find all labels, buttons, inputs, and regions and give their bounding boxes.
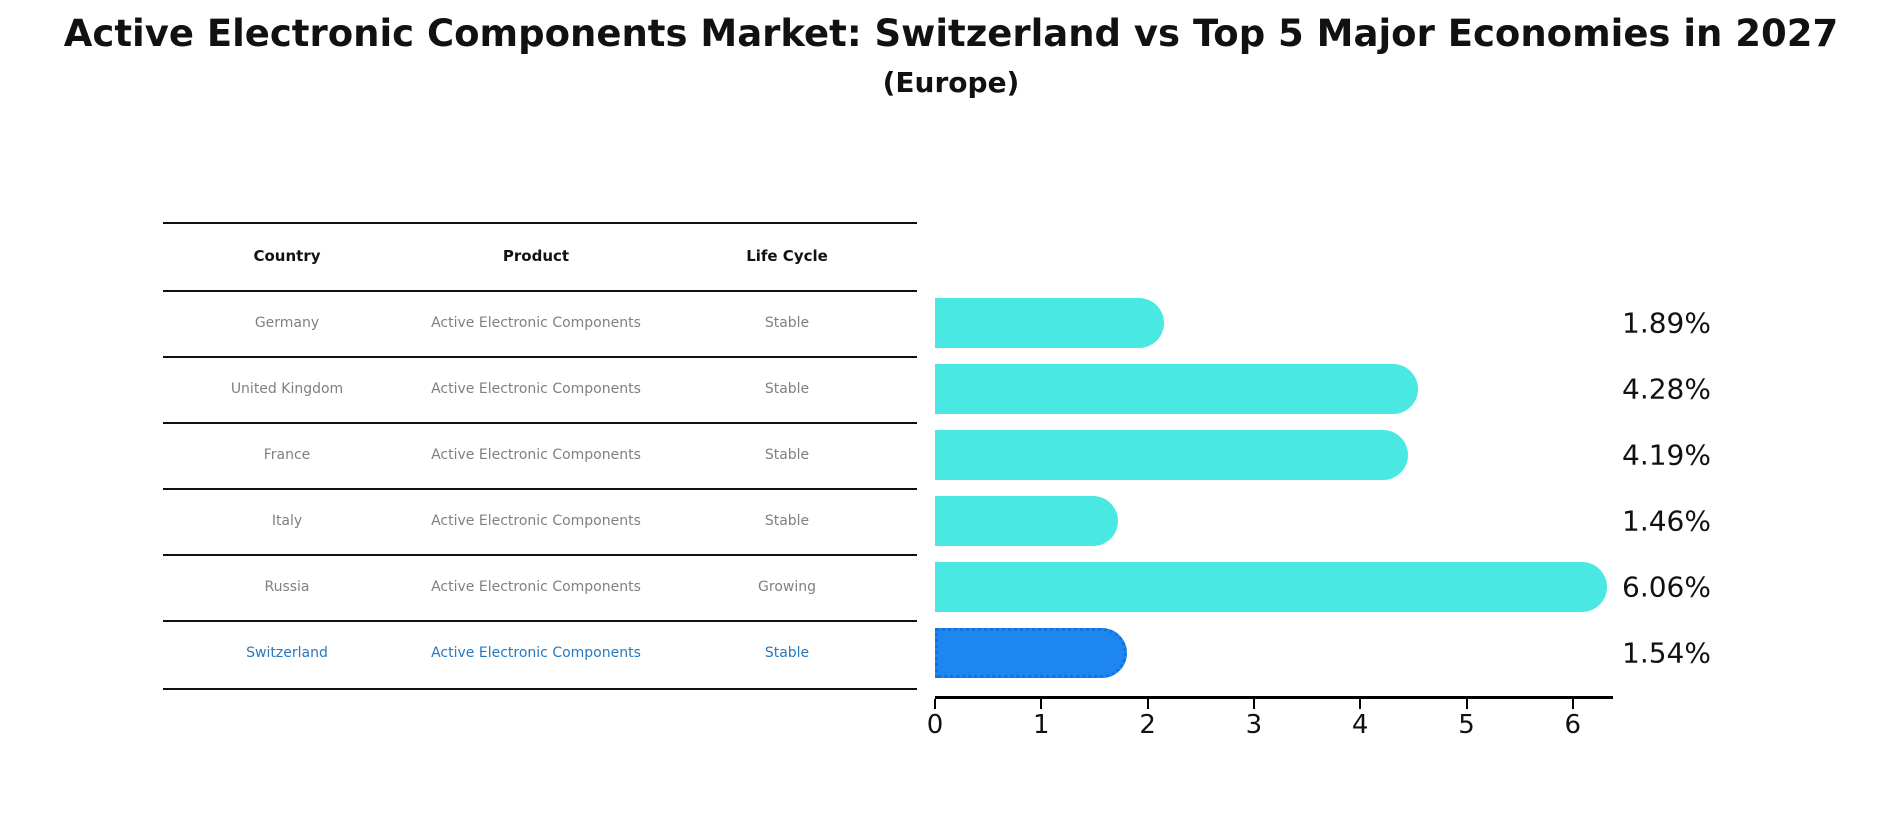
table-cell-life-cycle: Stable <box>764 513 810 529</box>
table-header-cell: Country <box>253 247 321 265</box>
table-cell-country: France <box>263 447 311 463</box>
table-row-separator <box>163 222 917 224</box>
table-row-separator <box>163 554 917 556</box>
table-cell-product: Active Electronic Components <box>431 447 641 463</box>
x-axis-tick <box>1146 699 1149 709</box>
table-row-separator <box>163 356 917 358</box>
x-axis-line <box>935 696 1613 699</box>
chart-subtitle: (Europe) <box>882 66 1020 99</box>
value-label: 1.89% <box>1622 306 1711 340</box>
table-cell-product: Active Electronic Components <box>431 315 641 331</box>
bar-germany <box>935 298 1164 348</box>
table-row-separator <box>163 620 917 622</box>
table-header-cell: Life Cycle <box>746 247 828 265</box>
table-header-cell: Product <box>502 247 570 265</box>
table-row-separator <box>163 488 917 490</box>
table-cell-country: Switzerland <box>246 645 328 661</box>
x-axis-tick-label: 0 <box>926 710 944 740</box>
chart-title: Active Electronic Components Market: Swi… <box>63 12 1839 55</box>
value-label: 4.19% <box>1622 438 1711 472</box>
x-axis-tick <box>1571 699 1574 709</box>
table-cell-life-cycle: Growing <box>758 579 816 595</box>
table-cell-life-cycle: Stable <box>764 447 810 463</box>
x-axis-tick-label: 1 <box>1033 710 1050 740</box>
bar-france <box>935 430 1409 480</box>
value-label: 4.28% <box>1622 372 1711 406</box>
x-axis-tick-label: 6 <box>1564 710 1582 740</box>
table-cell-product: Active Electronic Components <box>431 513 641 529</box>
table-cell-product: Active Electronic Components <box>431 579 641 595</box>
x-axis-tick <box>1359 699 1362 709</box>
table-cell-country: Italy <box>271 513 303 529</box>
x-axis-tick <box>1465 699 1468 709</box>
bar-russia <box>935 562 1608 612</box>
bar-united-kingdom <box>935 364 1418 414</box>
x-axis-tick <box>1252 699 1255 709</box>
x-axis-tick <box>934 699 936 709</box>
x-axis-tick-label: 2 <box>1139 710 1156 740</box>
bar-italy <box>935 496 1119 546</box>
table-cell-country: Russia <box>264 579 310 595</box>
table-cell-life-cycle: Stable <box>764 315 810 331</box>
table-cell-country: Germany <box>254 315 320 331</box>
table-cell-product: Active Electronic Components <box>431 381 641 397</box>
table-row-separator <box>163 688 917 690</box>
value-label: 6.06% <box>1622 570 1711 604</box>
table-cell-country: United Kingdom <box>230 381 344 397</box>
table-row-separator <box>163 290 917 292</box>
x-axis-tick-label: 3 <box>1245 710 1263 740</box>
table-cell-product: Active Electronic Components <box>431 645 641 661</box>
x-axis-tick-label: 5 <box>1458 710 1475 740</box>
table-row-separator <box>163 422 917 424</box>
x-axis-tick <box>1040 699 1043 709</box>
x-axis-tick-label: 4 <box>1351 710 1369 740</box>
value-label: 1.46% <box>1622 504 1711 538</box>
table-cell-life-cycle: Stable <box>764 645 810 661</box>
table-cell-life-cycle: Stable <box>764 381 810 397</box>
bar-switzerland-highlighted <box>935 628 1127 678</box>
value-label: 1.54% <box>1622 636 1711 670</box>
